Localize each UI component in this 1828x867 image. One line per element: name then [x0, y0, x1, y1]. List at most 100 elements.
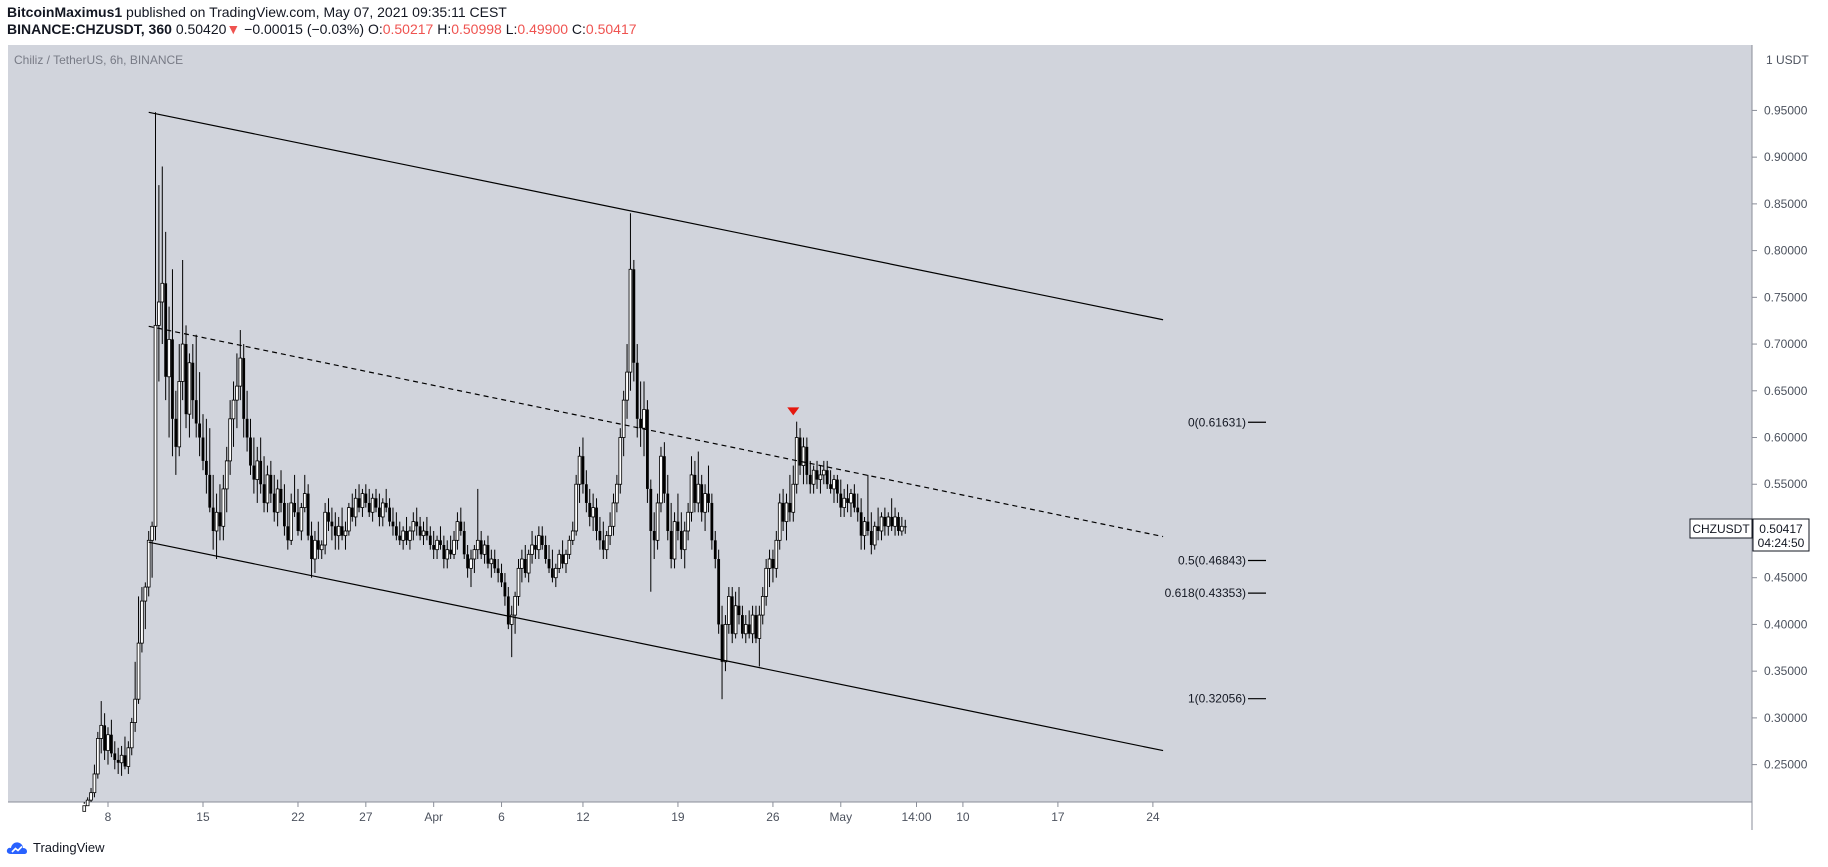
candle-body-down [649, 488, 653, 531]
time-axis[interactable] [8, 802, 1752, 830]
candle-body-down [506, 596, 510, 625]
price-tick-label: 0.85000 [1764, 197, 1808, 211]
candle-body-up [832, 479, 836, 490]
candle-body-down [897, 516, 900, 531]
last-price-symbol: CHZUSDT [1692, 522, 1750, 536]
candle-body-up [187, 362, 192, 415]
candle-body-down [109, 734, 113, 754]
symbol-label: BINANCE:CHZUSDT, 360 [7, 21, 172, 37]
candle-body-up [228, 418, 232, 462]
candle-body-down [418, 526, 422, 536]
chart-header: BitcoinMaximus1 published on TradingView… [7, 4, 637, 38]
candle-body-down [710, 502, 714, 541]
candle-body-up [642, 409, 646, 429]
candle-body-up [777, 502, 782, 541]
candle-body-up [489, 558, 494, 565]
candle-body-up [520, 558, 524, 569]
plot-area[interactable] [8, 45, 1752, 802]
candle-body-up [302, 493, 307, 509]
time-ticks: 8 15 22 27 Apr 6 12 19 26 May 14:00 10 17 24 [105, 802, 1160, 824]
candle-body-down [805, 446, 809, 475]
candle-body-up [177, 381, 182, 448]
candle-body-up [591, 507, 595, 518]
candle-body-up [380, 502, 385, 518]
candle-body-down [534, 544, 537, 550]
change-arrow-icon: ▼ [226, 21, 241, 37]
candle-body-up [129, 722, 134, 749]
candle-body-down [581, 456, 585, 485]
candle-body-down [272, 493, 276, 513]
channel-middle-line [148, 325, 1164, 538]
candle-body-up [214, 511, 219, 532]
candle-body-down [652, 530, 656, 541]
candle-body-down [357, 498, 361, 508]
candle-body-up [727, 595, 731, 625]
tradingview-cloud-logo-icon[interactable] [6, 841, 28, 855]
time-tick-label: 24 [1146, 810, 1160, 824]
candle-body-down [646, 409, 649, 489]
candle-body-down [890, 516, 894, 527]
resistance-marker [787, 407, 800, 416]
candle-body-down [374, 498, 378, 508]
bar-countdown: 04:24:50 [1758, 536, 1805, 550]
candle-body-up [801, 446, 806, 466]
candle-body-up [275, 488, 280, 513]
candle-body-up [682, 530, 687, 551]
chart-title: Chiliz / TetherUS, 6h, BINANCE [14, 53, 183, 67]
candle-body-up [537, 535, 541, 551]
candle-body-up [85, 799, 90, 807]
fib-level-label: 1(0.32056) [1188, 692, 1246, 706]
candle-body-up [513, 595, 517, 616]
candle-body-down [754, 615, 758, 639]
candle-body-down [486, 544, 490, 564]
candle-body-down [279, 488, 283, 503]
candle-body-up [842, 497, 846, 509]
candle-body-down [588, 502, 592, 517]
candle-body-down [496, 568, 500, 574]
last-price-value: 0.50417 [1759, 522, 1803, 536]
price-tick-label: 0.40000 [1764, 617, 1808, 631]
author-name[interactable]: BitcoinMaximus1 [7, 4, 123, 20]
fibonacci-retracement[interactable]: 0(0.61631) 0.5(0.46843) 0.618(0.43353) 1(0.… [1165, 415, 1266, 706]
candle-body-up [743, 624, 748, 635]
candle-body-down [194, 400, 198, 424]
candle-body-down [852, 493, 856, 508]
candle-body-down [825, 470, 829, 485]
candle-body-up [96, 738, 100, 775]
candle-body-up [180, 343, 185, 382]
candle-body-down [584, 484, 588, 503]
candle-body-down [391, 521, 395, 527]
candle-body-down [306, 493, 310, 536]
candle-body-up [689, 474, 694, 513]
time-tick-label: 27 [359, 810, 373, 824]
candle-body-up [140, 600, 144, 644]
candle-body-up [879, 516, 884, 532]
candle-body-up [482, 544, 487, 555]
price-axis[interactable] [1752, 45, 1828, 802]
candle-body-up [408, 530, 412, 541]
candle-body-up [686, 511, 690, 532]
candle-body-down [204, 460, 208, 475]
candle-body-up [99, 724, 104, 739]
candle-body-down [737, 605, 741, 616]
descending-channel[interactable] [148, 111, 1164, 752]
symbol-tag [1689, 518, 1753, 539]
candle-body-down [713, 540, 717, 560]
publish-line: BitcoinMaximus1 published on TradingView… [7, 4, 637, 21]
candle-body-down [208, 474, 212, 508]
candle-body-up [570, 530, 575, 541]
candle-body-up [621, 399, 626, 438]
candle-body-up [255, 460, 260, 480]
footer-brand[interactable]: TradingView [33, 840, 105, 855]
candle-body-down [503, 582, 507, 597]
candle-body-down [245, 418, 249, 438]
fib-level-label: 0.5(0.46843) [1178, 553, 1246, 567]
candle-body-up [455, 521, 460, 541]
candle-body-up [157, 301, 161, 326]
candle-body-down [771, 559, 775, 569]
price-tick-label: 0.80000 [1764, 244, 1808, 258]
time-tick-label: 19 [671, 810, 685, 824]
candle-body-up [336, 525, 341, 537]
candle-body-down [201, 437, 205, 461]
